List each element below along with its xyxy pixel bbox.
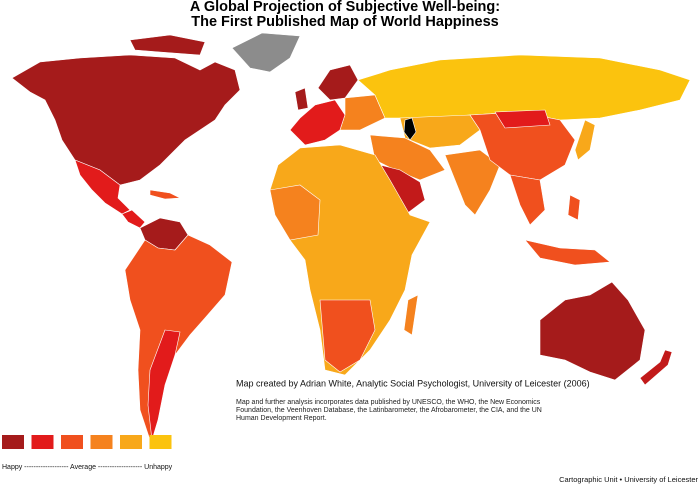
legend-swatch [120,435,142,449]
legend-swatch [90,435,113,449]
argentina [147,329,181,441]
new-zealand [639,349,673,386]
british-isles [294,87,309,111]
sources-line: Foundation, the Veenhoven Database, the … [236,407,542,414]
mexico [74,159,131,215]
footer: Cartographic Unit • University of Leices… [559,475,698,484]
legend [2,435,172,449]
australia [539,281,646,381]
philippines [567,194,581,221]
russia [357,54,691,121]
legend-swatch [61,435,83,449]
north-america [11,54,241,186]
legend-scale: Happy ------------------- Average ------… [2,464,173,471]
india [444,149,501,216]
canadian-islands [129,34,206,56]
west-africa [269,184,321,241]
credit: Map created by Adrian White, Analytic So… [236,378,590,388]
caspian-sea [403,117,417,141]
central-america [121,209,146,229]
legend-swatch [2,435,24,449]
mongolia [494,109,551,129]
title-line: A Global Projection of Subjective Well-b… [190,0,500,15]
southern-africa [319,299,376,373]
title-line: The First Published Map of World Happine… [191,14,498,30]
scandinavia [317,64,359,101]
japan [574,119,596,161]
southeast-asia [509,174,546,226]
legend-swatch [149,435,172,449]
sources-line: Human Development Report. [236,415,327,422]
greenland [231,32,301,73]
caribbean [149,189,182,200]
sources-line: Map and further analysis incorporates da… [236,399,541,406]
world-map [11,32,691,441]
legend-swatch [31,435,54,449]
madagascar [403,294,419,336]
indonesia [524,239,611,266]
